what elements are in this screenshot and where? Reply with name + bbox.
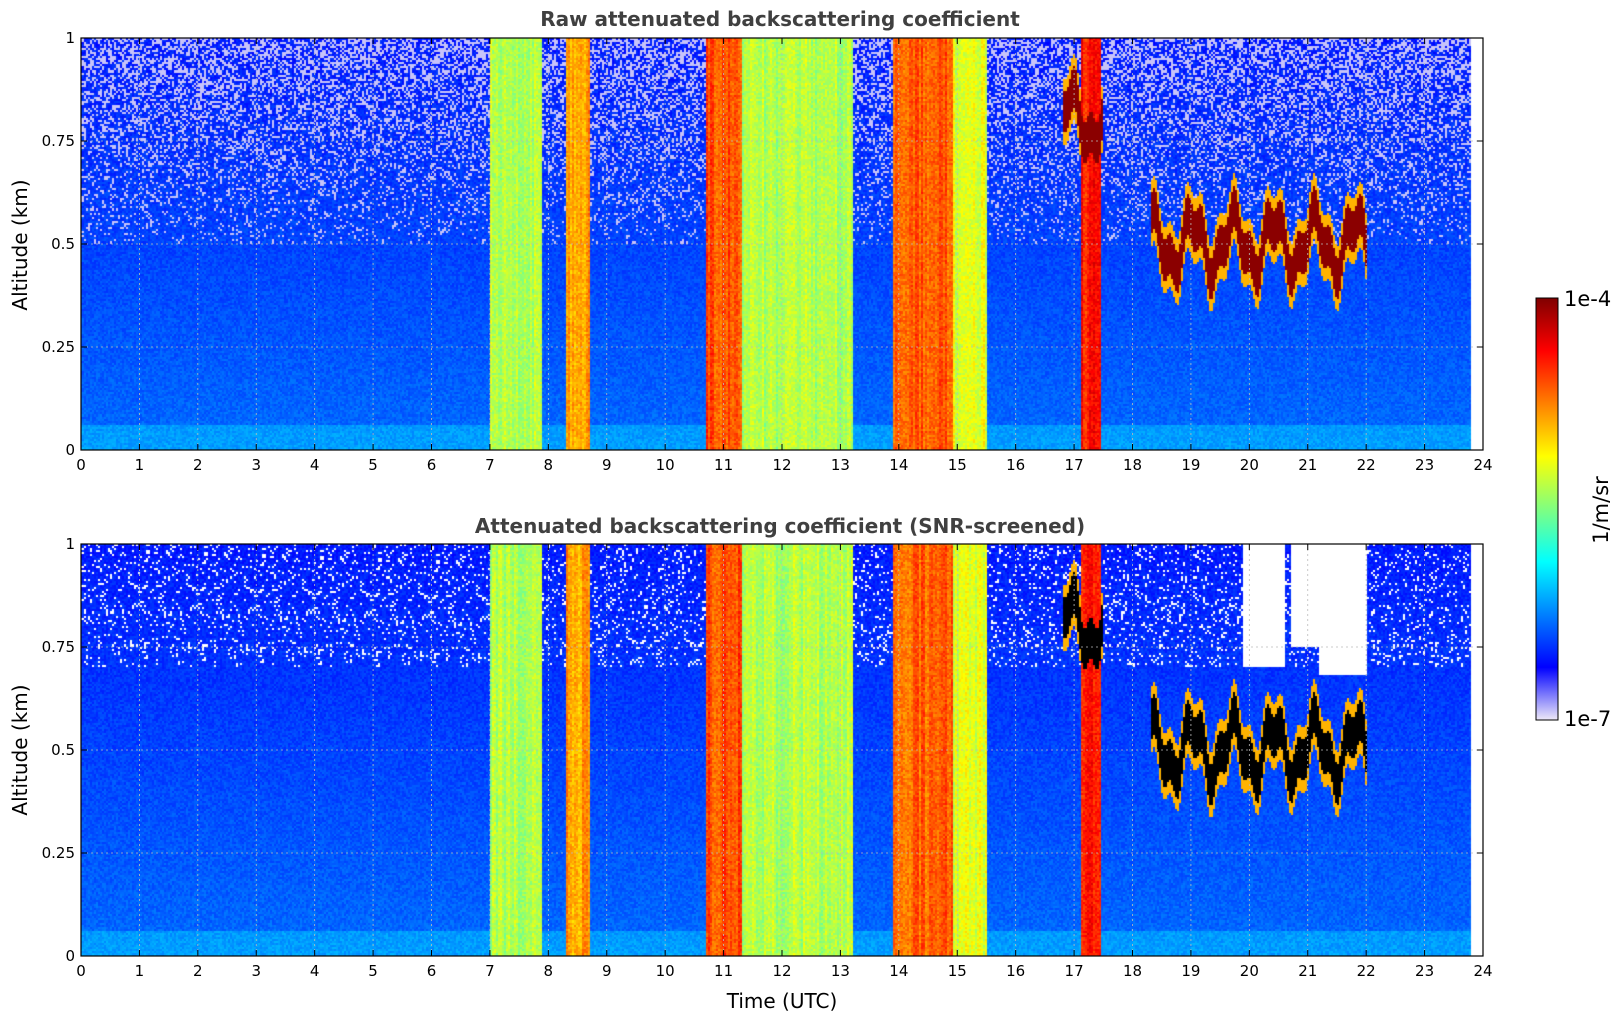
x-tick-label: 16 [1006, 962, 1025, 980]
y-tick-label: 0.5 [51, 741, 75, 759]
panel-raw: Raw attenuated backscattering coefficien… [8, 7, 1493, 474]
x-tick-label: 6 [427, 456, 437, 474]
x-tick-label: 21 [1298, 962, 1317, 980]
x-tick-label: 23 [1415, 456, 1434, 474]
x-tick-label: 7 [485, 962, 495, 980]
x-tick-label: 24 [1473, 962, 1492, 980]
y-tick-label: 1 [65, 29, 75, 47]
y-axis-label: Altitude (km) [8, 179, 32, 310]
grid-lines [81, 38, 1483, 450]
x-tick-label: 24 [1473, 456, 1492, 474]
y-tick-label: 0.75 [42, 638, 75, 656]
x-tick-label: 15 [948, 456, 967, 474]
y-tick-label: 0 [65, 947, 75, 965]
x-tick-label: 10 [656, 962, 675, 980]
x-tick-label: 19 [1181, 962, 1200, 980]
x-tick-label: 17 [1065, 962, 1084, 980]
x-tick-label: 22 [1357, 962, 1376, 980]
x-tick-label: 3 [251, 456, 261, 474]
y-tick-label: 0.25 [42, 844, 75, 862]
x-axis: 0 1 2 3 4 5 6 7 8 9 10 11 12 13 14 15 16 17 18 19 20 21 22 23 24 [76, 38, 1493, 474]
x-tick-label: 23 [1415, 962, 1434, 980]
x-tick-label: 20 [1240, 456, 1259, 474]
y-axis: 0 0.25 0.5 0.75 1 [42, 29, 1483, 459]
y-tick-label: 1 [65, 535, 75, 553]
grid-lines [81, 544, 1483, 956]
y-tick-label: 0.5 [51, 235, 75, 253]
x-tick-label: 11 [714, 456, 733, 474]
x-tick-label: 12 [772, 962, 791, 980]
x-tick-label: 4 [310, 456, 320, 474]
x-axis: 0 1 2 3 4 5 6 7 8 9 10 11 12 13 14 15 16 17 18 19 20 21 22 23 24 [76, 544, 1493, 980]
x-tick-label: 19 [1181, 456, 1200, 474]
x-tick-label: 1 [135, 456, 145, 474]
x-tick-label: 13 [831, 962, 850, 980]
x-tick-label: 5 [368, 962, 378, 980]
panel-screened: Attenuated backscattering coefficient (S… [8, 514, 1493, 1013]
x-tick-label: 8 [544, 962, 554, 980]
x-tick-label: 17 [1065, 456, 1084, 474]
colorbar-min-label: 1e-7 [1564, 707, 1611, 731]
y-tick-label: 0 [65, 441, 75, 459]
x-tick-label: 15 [948, 962, 967, 980]
x-tick-label: 3 [251, 962, 261, 980]
x-tick-label: 8 [544, 456, 554, 474]
colorbar: 1e-4 1e-7 1/m/sr [1535, 287, 1613, 731]
x-tick-label: 18 [1123, 962, 1142, 980]
x-tick-label: 7 [485, 456, 495, 474]
x-tick-label: 1 [135, 962, 145, 980]
x-tick-label: 4 [310, 962, 320, 980]
panel-title: Attenuated backscattering coefficient (S… [475, 514, 1085, 538]
y-tick-label: 0.75 [42, 132, 75, 150]
y-tick-label: 0.25 [42, 338, 75, 356]
colorbar-unit-label: 1/m/sr [1589, 476, 1613, 544]
x-tick-label: 14 [889, 456, 908, 474]
x-tick-label: 12 [772, 456, 791, 474]
x-tick-label: 18 [1123, 456, 1142, 474]
x-tick-label: 14 [889, 962, 908, 980]
x-tick-label: 13 [831, 456, 850, 474]
x-tick-label: 20 [1240, 962, 1259, 980]
colorbar-scale [1535, 297, 1559, 721]
x-tick-label: 9 [602, 456, 612, 474]
y-axis-label: Altitude (km) [8, 684, 32, 815]
x-tick-label: 21 [1298, 456, 1317, 474]
x-tick-label: 5 [368, 456, 378, 474]
y-axis: 0 0.25 0.5 0.75 1 [42, 535, 1483, 965]
x-tick-label: 2 [193, 456, 203, 474]
colorbar-max-label: 1e-4 [1564, 287, 1611, 311]
x-tick-label: 16 [1006, 456, 1025, 474]
x-tick-label: 11 [714, 962, 733, 980]
x-tick-label: 22 [1357, 456, 1376, 474]
x-tick-label: 0 [76, 962, 86, 980]
x-tick-label: 2 [193, 962, 203, 980]
x-tick-label: 9 [602, 962, 612, 980]
panel-title: Raw attenuated backscattering coefficien… [540, 7, 1020, 31]
x-tick-label: 10 [656, 456, 675, 474]
x-tick-label: 0 [76, 456, 86, 474]
x-axis-label: Time (UTC) [726, 989, 838, 1013]
x-tick-label: 6 [427, 962, 437, 980]
